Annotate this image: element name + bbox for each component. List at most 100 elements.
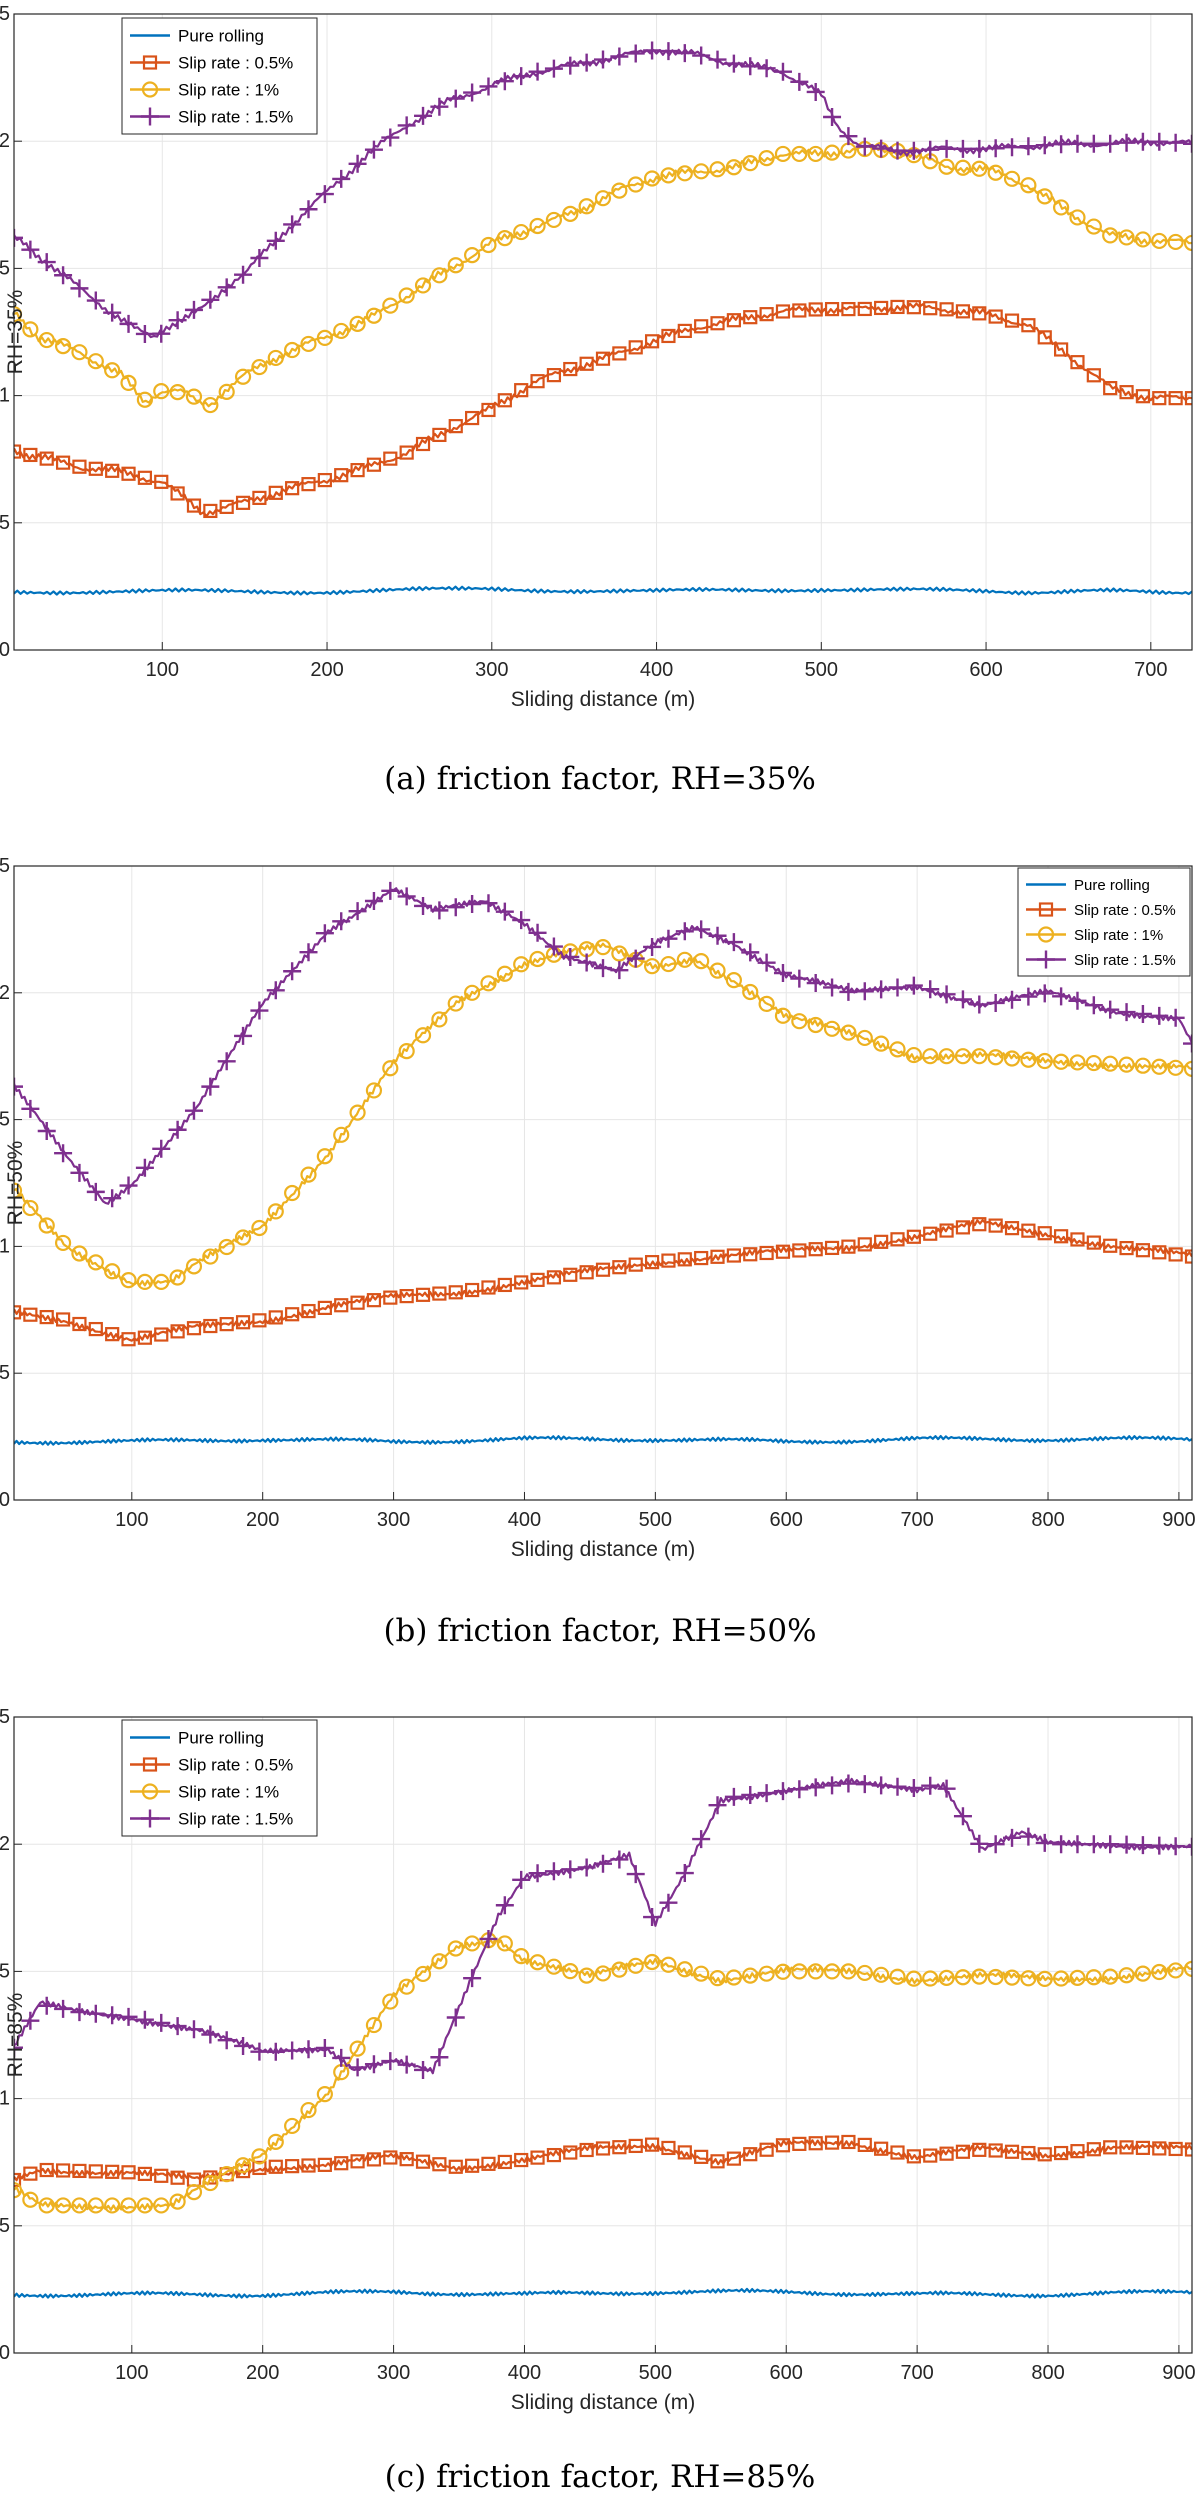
legend: Pure rolling Slip rate : 0.5% Slip rate : … — [121, 17, 318, 135]
data-point — [773, 1782, 792, 1801]
x-tick-label: 600 — [770, 1509, 803, 1531]
data-point — [578, 198, 595, 215]
data-point — [528, 1864, 547, 1883]
data-point — [906, 1229, 921, 1244]
x-tick-label: 100 — [115, 2362, 148, 2384]
data-point — [971, 1968, 988, 1985]
data-point — [366, 1293, 382, 1308]
data-point — [611, 182, 628, 199]
data-point — [888, 978, 907, 997]
data-point — [953, 990, 972, 1009]
data-point — [790, 969, 809, 988]
legend-label: Slip rate : 1.5% — [178, 1809, 293, 1828]
data-point — [972, 1217, 987, 1232]
data-point — [906, 300, 921, 315]
data-point — [1134, 231, 1152, 248]
data-point — [481, 1280, 496, 1295]
data-point — [904, 141, 923, 160]
data-point — [153, 383, 170, 400]
data-point — [839, 127, 858, 146]
data-point — [350, 2154, 365, 2169]
data-point — [14, 1077, 23, 1096]
x-tick-label: 900 — [1162, 1509, 1195, 1531]
data-point — [366, 2152, 382, 2167]
data-point — [218, 383, 235, 400]
x-tick-label: 700 — [1134, 659, 1167, 681]
data-point — [1102, 1055, 1119, 1072]
data-point — [334, 468, 349, 483]
y-axis-label-line: RH=85% — [4, 1993, 27, 2078]
data-point — [626, 949, 645, 968]
data-point — [889, 1968, 906, 1985]
data-point — [1054, 342, 1069, 357]
legend-label: Slip rate : 0.5% — [178, 53, 293, 72]
data-point — [268, 485, 283, 500]
data-point — [709, 962, 726, 979]
data-point — [577, 1858, 596, 1877]
data-point — [55, 1312, 71, 1327]
data-point — [234, 1229, 252, 1246]
data-point — [595, 2141, 611, 2156]
chart-panel-3: 100 200 300 400 500 600 700 800 900 0 0.05 0.1 0.15 0… — [0, 1706, 1196, 2495]
y-tick-label: 0.05 — [0, 1362, 10, 1384]
data-point — [824, 1240, 840, 1256]
data-point — [954, 1048, 972, 1065]
data-point — [71, 344, 88, 361]
x-tick-label: 400 — [640, 659, 673, 681]
data-point — [823, 144, 841, 161]
data-point — [628, 340, 643, 355]
y-axis-label: Friction factorRH=35% — [0, 268, 27, 395]
data-point — [481, 2156, 496, 2171]
x-tick-label: 600 — [770, 2362, 803, 2384]
data-point — [563, 361, 578, 377]
data-point — [855, 137, 874, 156]
data-point — [611, 1961, 628, 1978]
data-point — [366, 457, 382, 472]
data-point — [381, 881, 400, 900]
data-point — [447, 1940, 464, 1957]
data-point — [381, 2052, 400, 2071]
data-point — [1183, 134, 1192, 153]
y-tick-label: 0.1 — [0, 385, 10, 407]
data-point — [660, 955, 677, 973]
data-point — [430, 901, 449, 920]
data-point — [21, 1099, 40, 1118]
data-point — [463, 83, 482, 102]
data-point — [414, 2060, 433, 2079]
data-point — [383, 451, 398, 466]
data-point — [121, 2165, 136, 2180]
y-tick-label: 0.05 — [0, 512, 10, 534]
data-point — [939, 1223, 954, 1238]
data-point — [103, 2006, 122, 2025]
data-point — [39, 451, 54, 466]
x-tick-label: 400 — [508, 2362, 541, 2384]
data-point — [169, 1269, 186, 1286]
data-point — [742, 155, 759, 172]
data-point — [153, 2197, 170, 2214]
data-point — [988, 309, 1003, 324]
data-point — [792, 2136, 807, 2151]
data-point — [218, 2166, 235, 2183]
data-point — [676, 951, 693, 968]
data-point — [970, 139, 989, 158]
data-point — [70, 1163, 89, 1182]
data-point — [644, 1255, 660, 1270]
data-point — [694, 319, 709, 334]
data-point — [530, 1272, 545, 1287]
data-point — [528, 923, 547, 942]
data-point — [872, 980, 891, 999]
data-point — [1184, 2142, 1192, 2157]
data-point — [301, 1303, 316, 1319]
data-point — [103, 1189, 122, 1208]
y-tick-label: 0.2 — [0, 1833, 10, 1855]
figure-caption: (b) friction factor, RH=50% — [383, 1613, 816, 1649]
data-point — [528, 62, 547, 81]
data-point — [1085, 218, 1102, 235]
data-point — [300, 335, 317, 353]
data-point — [987, 1968, 1004, 1986]
data-point — [774, 145, 792, 163]
data-point — [808, 302, 823, 317]
data-point — [235, 495, 251, 510]
data-point — [480, 975, 497, 992]
data-point — [349, 315, 366, 332]
